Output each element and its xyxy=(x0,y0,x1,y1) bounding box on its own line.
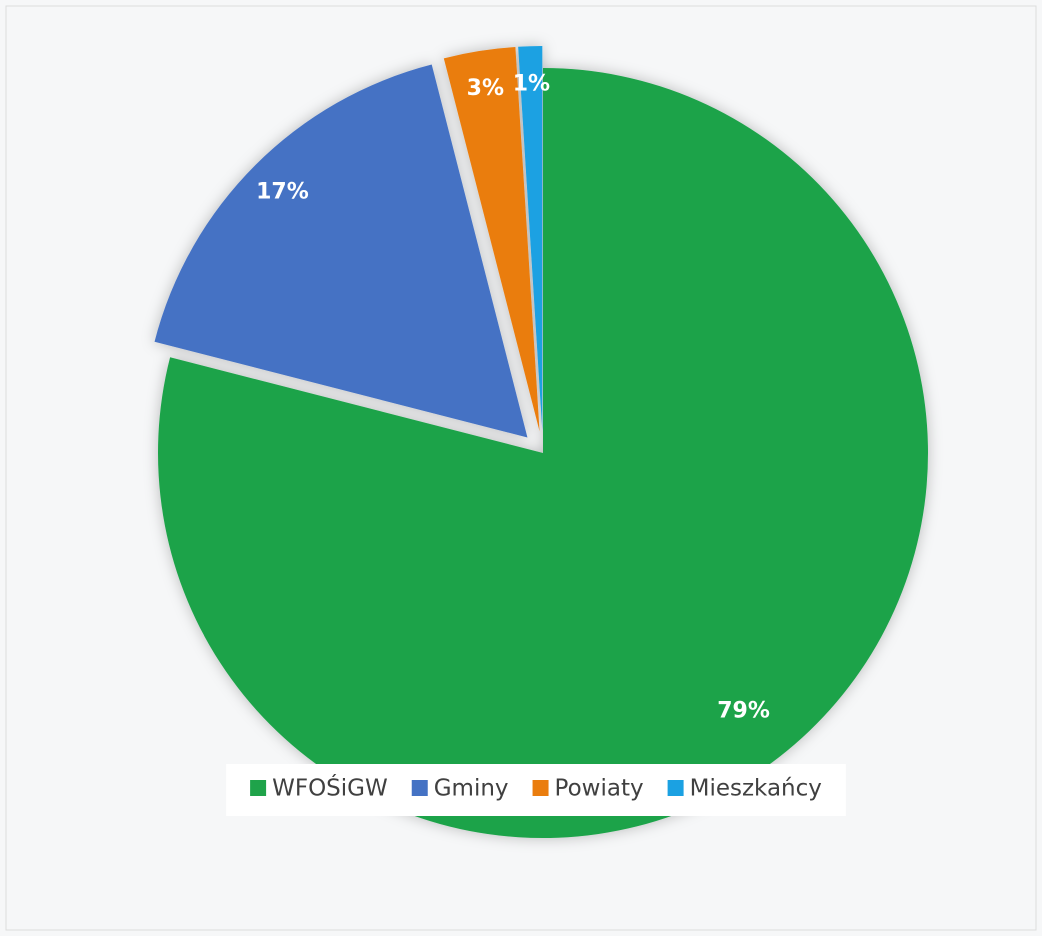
legend: WFOŚiGW Gminy Powiaty Mieszkańcy xyxy=(250,774,822,802)
data-labels: 79% 17% 3% 1% xyxy=(256,72,770,724)
legend-label: Gminy xyxy=(434,776,509,802)
legend-label: WFOŚiGW xyxy=(272,774,388,802)
pie xyxy=(154,46,929,838)
data-label: 1% xyxy=(513,72,550,97)
pie-slice xyxy=(158,68,929,838)
data-label: 17% xyxy=(256,179,309,204)
legend-swatch xyxy=(532,780,549,796)
legend-swatch xyxy=(667,780,684,796)
pie-slice xyxy=(154,64,528,438)
legend-swatch xyxy=(250,780,267,796)
legend-label: Mieszkańcy xyxy=(690,776,822,802)
data-label: 3% xyxy=(467,76,504,101)
legend-swatch xyxy=(411,780,428,796)
chart-border xyxy=(5,5,1037,931)
pie-slice xyxy=(443,47,540,432)
data-label: 79% xyxy=(717,699,770,724)
pie-slice xyxy=(518,46,543,432)
legend-label: Powiaty xyxy=(555,776,644,802)
